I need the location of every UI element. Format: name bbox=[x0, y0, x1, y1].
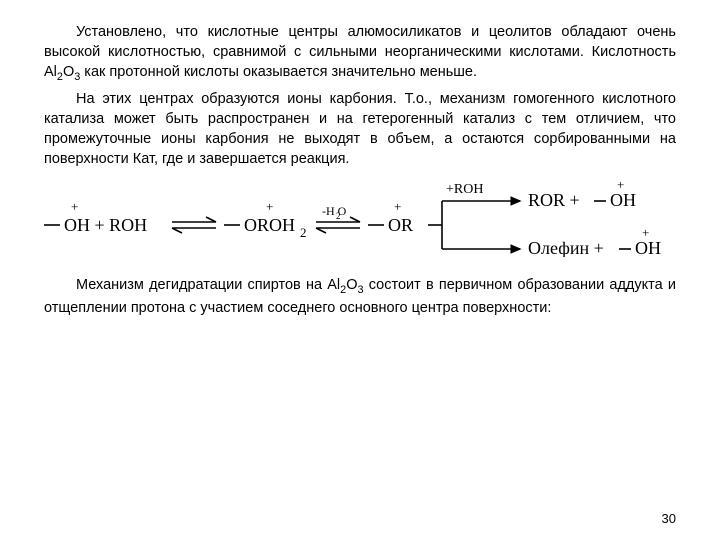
water-sub: 2 bbox=[336, 211, 341, 221]
sub-species-2: 2 bbox=[300, 225, 307, 240]
paragraph-1: Установлено, что кислотные центры алюмос… bbox=[44, 22, 676, 85]
para2-text: На этих центрах образуются ионы карбония… bbox=[44, 91, 676, 167]
product-2b: OH bbox=[635, 238, 661, 257]
product-1-plus: + bbox=[617, 179, 624, 192]
plus-1: + bbox=[71, 199, 78, 214]
product-1b: OH bbox=[610, 190, 636, 210]
product-2a: Олефин + bbox=[528, 238, 604, 257]
plus-2: + bbox=[266, 199, 273, 214]
para3-text-a: Механизм дегидратации спиртов на Al bbox=[76, 277, 340, 293]
water-label: -H O bbox=[322, 204, 347, 218]
plus-3: + bbox=[394, 199, 401, 214]
para1-text-b: как протонной кислоты оказывается значит… bbox=[80, 64, 477, 80]
species-1: OH + ROH bbox=[64, 215, 147, 235]
roh-label: +ROH bbox=[446, 182, 483, 197]
paragraph-2: На этих центрах образуются ионы карбония… bbox=[44, 89, 676, 169]
reaction-scheme: OH + ROH + OROH 2 + -H O 2 OR + +ROH ROR… bbox=[44, 179, 676, 257]
paragraph-3: Механизм дегидратации спиртов на Al2O3 с… bbox=[44, 275, 676, 318]
page-number: 30 bbox=[662, 511, 676, 526]
species-2: OROH bbox=[244, 215, 295, 235]
species-3: OR bbox=[388, 215, 413, 235]
product-2-plus: + bbox=[642, 225, 649, 240]
para1-text-c: O bbox=[63, 64, 74, 80]
product-1a: ROR + bbox=[528, 190, 580, 210]
para3-text-b: O bbox=[346, 277, 357, 293]
